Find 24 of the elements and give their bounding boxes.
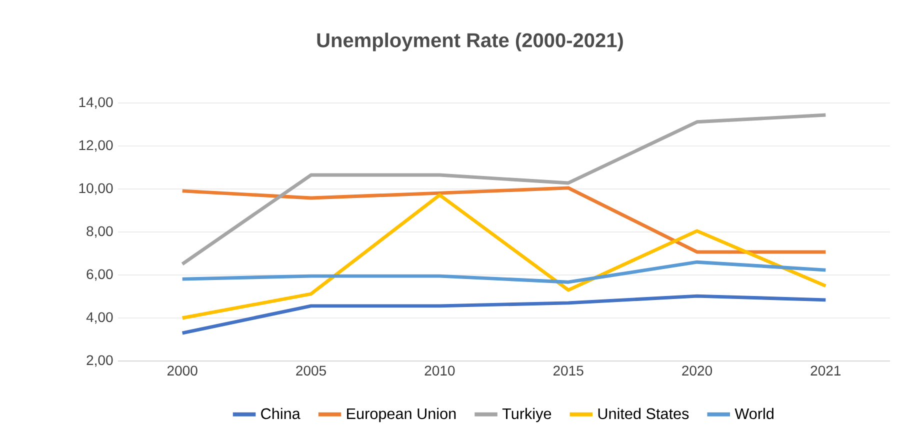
- legend-label: Turkiye: [502, 408, 552, 422]
- x-tick-label: 2005: [296, 366, 326, 376]
- line-series: [180, 113, 828, 266]
- x-tick-label: 2010: [424, 366, 455, 376]
- y-tick-label: 14,00: [79, 97, 113, 109]
- line-series: [180, 294, 828, 335]
- line-series: [180, 193, 828, 320]
- y-tick-label: 6,00: [86, 269, 113, 281]
- x-tick-label: 2000: [167, 366, 198, 376]
- legend-label: China: [261, 408, 300, 420]
- line-series: [180, 260, 828, 284]
- y-tick-label: 4,00: [86, 312, 113, 324]
- legend-label: European Union: [347, 408, 456, 422]
- x-tick-label: 2015: [553, 366, 584, 376]
- x-tick-label: 2021: [810, 366, 841, 376]
- chart-title: Unemployment Rate (2000-2021): [317, 32, 623, 52]
- y-tick-label: 12,00: [79, 140, 113, 152]
- legend-label: World: [734, 408, 774, 420]
- y-tick-label: 10,00: [79, 183, 113, 195]
- legend-label: United States: [598, 408, 689, 420]
- y-tick-label: 8,00: [86, 226, 113, 238]
- y-tick-label: 2,00: [86, 355, 113, 367]
- x-tick-label: 2020: [682, 366, 712, 376]
- line-series: [180, 186, 828, 254]
